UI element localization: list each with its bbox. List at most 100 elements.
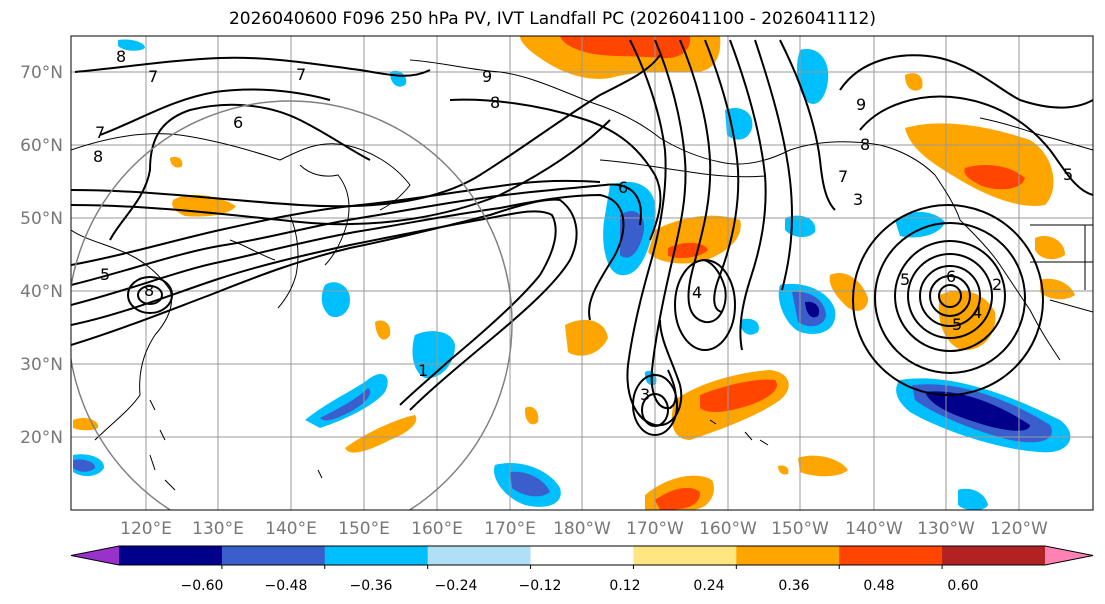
- colorbar-swatch: [221, 546, 326, 565]
- contour-label: 4: [972, 303, 982, 322]
- shading-layer: [73, 36, 1075, 510]
- contour-line: [71, 179, 601, 266]
- shade-positive-blob: [798, 455, 848, 477]
- colorbar-outline: [70, 545, 1094, 566]
- colorbar-tick-label: 0.48: [863, 578, 894, 594]
- map-title: 2026040600 F096 250 hPa PV, IVT Landfall…: [228, 9, 876, 29]
- contour-label: 3: [853, 190, 863, 209]
- contour-line: [938, 284, 962, 308]
- contour-line: [729, 39, 767, 351]
- contour-line: [137, 285, 163, 305]
- contour-label: 4: [692, 283, 702, 302]
- shade-negative-blob: [510, 471, 550, 497]
- shade-positive-blob: [829, 272, 868, 311]
- contour-line: [71, 198, 578, 411]
- contour-line: [449, 98, 662, 241]
- shade-positive-blob: [565, 319, 608, 356]
- lon-label: 150°W: [771, 519, 829, 539]
- colorbar-extend-min: [71, 546, 119, 565]
- colorbar-tick-label: −0.24: [435, 578, 478, 594]
- contour-line: [679, 39, 727, 324]
- lon-label: 140°E: [265, 519, 317, 539]
- shade-positive-blob: [1040, 278, 1075, 300]
- longitude-labels: 120°E 130°E 140°E 150°E 160°E 170°E 180°…: [120, 519, 1048, 539]
- contour-line: [894, 240, 1006, 352]
- contour-line: [632, 374, 678, 436]
- shade-negative-blob: [118, 39, 145, 51]
- contour-line: [641, 393, 669, 427]
- coastlines: [71, 59, 1093, 491]
- shade-positive-blob: [170, 156, 183, 168]
- shade-negative-blob: [958, 488, 988, 510]
- contour-label: 1: [418, 361, 428, 380]
- contour-line: [109, 103, 371, 241]
- lon-label: 120°W: [990, 519, 1048, 539]
- lat-label: 40°N: [20, 282, 63, 302]
- contour-label: 8: [144, 281, 154, 300]
- contour-label: 9: [856, 95, 866, 114]
- contour-line: [859, 95, 1093, 196]
- shade-positive-blob: [375, 320, 391, 340]
- lon-label: 160°W: [699, 519, 757, 539]
- colorbar-extend-max: [1045, 546, 1093, 565]
- contour-label: 5: [100, 265, 110, 284]
- lat-label: 60°N: [20, 136, 63, 156]
- lon-label: 140°W: [845, 519, 903, 539]
- contour-line: [704, 39, 740, 313]
- contour-line: [71, 54, 661, 226]
- shade-positive-blob: [560, 36, 691, 59]
- coastline-kamchatka: [299, 164, 350, 266]
- colorbar-tick-label: 0.60: [947, 578, 978, 594]
- lon-label: 130°E: [192, 519, 244, 539]
- shade-positive-blob: [1035, 235, 1065, 260]
- shade-negative-blob: [320, 388, 371, 421]
- contour-label: 6: [946, 267, 956, 286]
- contour-line: [71, 193, 625, 321]
- shade-negative-blob: [73, 459, 96, 472]
- contour-label: 8: [860, 135, 870, 154]
- contour-line: [929, 275, 971, 317]
- colorbar-tick-label: 0.36: [778, 578, 809, 594]
- shade-negative-blob: [925, 391, 1030, 431]
- colorbar-tick-label: −0.48: [265, 578, 308, 594]
- contour-label: 6: [618, 178, 628, 197]
- lon-label: 160°E: [411, 519, 463, 539]
- shade-positive-blob: [524, 406, 539, 425]
- lon-label: 130°W: [917, 519, 975, 539]
- contour-line: [779, 39, 836, 211]
- coastline-islands: [149, 399, 769, 491]
- colorbar-swatch: [427, 546, 532, 565]
- coastline-asia: [71, 133, 411, 441]
- contour-line: [674, 259, 736, 351]
- shade-positive-blob: [655, 487, 700, 510]
- colorbar-swatch: [530, 546, 634, 565]
- colorbar-tick-label: −0.36: [350, 578, 393, 594]
- pv-contours: [71, 39, 1093, 436]
- shade-negative-blob: [740, 318, 759, 335]
- coastline-north-america: [959, 117, 1093, 361]
- colorbar-tick-label: 0.24: [693, 578, 724, 594]
- colorbar: [70, 545, 1094, 569]
- contour-label: 3: [640, 385, 650, 404]
- latitude-labels: 70°N 60°N 50°N 40°N 30°N 20°N: [20, 63, 63, 448]
- contour-label: 7: [296, 65, 306, 84]
- colorbar-swatch: [942, 546, 1046, 565]
- shade-positive-blob: [778, 465, 789, 475]
- shade-positive-blob: [964, 165, 1025, 190]
- colorbar-tick-label: −0.12: [519, 578, 562, 594]
- contour-label: 7: [95, 123, 105, 142]
- lon-label: 170°E: [484, 519, 536, 539]
- shade-negative-blob: [805, 301, 820, 318]
- contour-line: [754, 39, 794, 291]
- contour-label: 9: [482, 67, 492, 86]
- contour-label: 5: [1063, 165, 1073, 184]
- contour-label: 5: [952, 315, 962, 334]
- shade-positive-blob: [905, 73, 923, 91]
- shade-negative-blob: [412, 331, 455, 379]
- contour-line: [626, 39, 683, 427]
- map-frame: [70, 35, 1094, 511]
- shade-positive-blob: [345, 415, 417, 453]
- lon-label: 120°E: [120, 519, 172, 539]
- contour-line: [839, 54, 1093, 109]
